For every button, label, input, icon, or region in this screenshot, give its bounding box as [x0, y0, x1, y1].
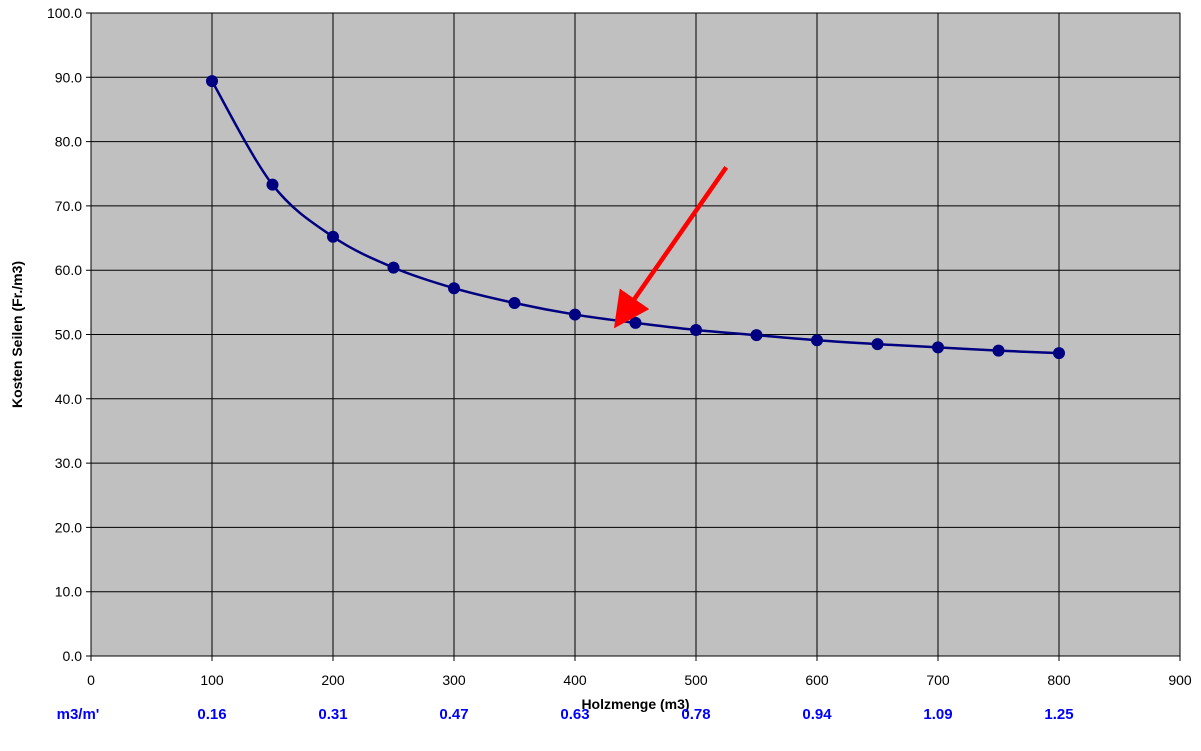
x-tick-label: 700 — [926, 672, 950, 688]
secondary-axis-value: 0.47 — [439, 706, 468, 723]
y-tick-label: 60.0 — [55, 262, 82, 278]
y-tick-label: 80.0 — [55, 134, 82, 150]
y-tick-label: 40.0 — [55, 391, 82, 407]
y-tick-label: 100.0 — [47, 5, 82, 21]
data-point — [266, 178, 279, 191]
grid — [86, 12, 1181, 661]
y-axis-title: Kosten Seilen (Fr./m3) — [9, 261, 25, 408]
data-point — [750, 329, 763, 342]
y-tick-label: 90.0 — [55, 69, 82, 85]
y-tick-label: 20.0 — [55, 519, 82, 535]
secondary-axis-value: 1.09 — [923, 706, 952, 723]
y-tick-label: 10.0 — [55, 584, 82, 600]
x-tick-label: 200 — [321, 672, 345, 688]
y-tick-label: 30.0 — [55, 455, 82, 471]
data-point — [569, 308, 581, 321]
secondary-axis-label: m3/m' — [57, 706, 100, 723]
x-axis-title: Holzmenge (m3) — [581, 696, 689, 712]
secondary-axis-value: 0.31 — [318, 706, 347, 723]
x-tick-label: 0 — [87, 672, 95, 688]
data-point — [508, 296, 521, 309]
x-tick-label: 800 — [1047, 672, 1071, 688]
data-point — [327, 230, 339, 243]
data-point — [811, 334, 823, 347]
data-point — [992, 344, 1005, 357]
x-tick-label: 100 — [200, 672, 224, 688]
y-tick-label: 50.0 — [55, 327, 82, 343]
data-point — [387, 261, 400, 274]
data-point — [448, 282, 460, 295]
secondary-axis-value: 0.16 — [197, 706, 226, 723]
data-point — [1053, 347, 1065, 360]
data-point — [206, 75, 218, 88]
secondary-axis-value: 0.94 — [802, 706, 832, 723]
x-tick-label: 900 — [1168, 672, 1192, 688]
secondary-axis-value: 0.78 — [681, 706, 710, 723]
data-point — [871, 338, 884, 351]
x-tick-label: 300 — [442, 672, 466, 688]
annotation-layer — [613, 166, 729, 329]
secondary-axis-row: m3/m' 0.16 0.31 0.47 0.63 0.78 0.94 1.09 1.25 — [57, 706, 1074, 723]
x-tick-label: 600 — [805, 672, 829, 688]
secondary-axis-value: 0.63 — [560, 706, 589, 723]
data-point — [629, 316, 642, 329]
data-point — [690, 323, 702, 336]
data-point — [932, 341, 944, 354]
y-tick-label: 70.0 — [55, 198, 82, 214]
x-tick-label: 400 — [563, 672, 587, 688]
annotation-arrow — [613, 166, 729, 329]
secondary-axis-value: 1.25 — [1044, 706, 1073, 723]
y-tick-label: 0.0 — [63, 648, 83, 664]
x-tick-label: 500 — [684, 672, 708, 688]
tick-labels: 0.0 10.0 20.0 30.0 40.0 50.0 60.0 70.0 80.0 90.0 1… — [47, 5, 1192, 688]
